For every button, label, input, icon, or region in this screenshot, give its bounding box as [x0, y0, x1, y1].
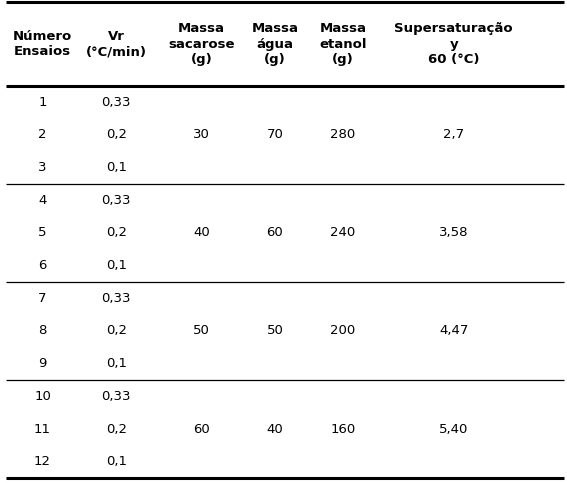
Text: 3,58: 3,58 [439, 227, 468, 240]
Text: 11: 11 [34, 423, 51, 436]
Text: 30: 30 [193, 128, 210, 141]
Text: 0,33: 0,33 [101, 292, 131, 305]
Text: 2: 2 [39, 128, 46, 141]
Text: 0,33: 0,33 [101, 194, 131, 207]
Text: 2,7: 2,7 [443, 128, 464, 141]
Text: 0,1: 0,1 [105, 161, 127, 174]
Text: 0,2: 0,2 [105, 227, 127, 240]
Text: Massa
água
(g): Massa água (g) [252, 22, 298, 66]
Text: 50: 50 [193, 325, 210, 338]
Text: 4,47: 4,47 [439, 325, 468, 338]
Text: 280: 280 [331, 128, 356, 141]
Text: 40: 40 [266, 423, 284, 436]
Text: 0,33: 0,33 [101, 96, 131, 109]
Text: 12: 12 [34, 455, 51, 469]
Text: Supersaturação
y
60 (°C): Supersaturação y 60 (°C) [394, 22, 513, 66]
Text: 5,40: 5,40 [439, 423, 468, 436]
Text: 60: 60 [266, 227, 284, 240]
Text: 3: 3 [39, 161, 46, 174]
Text: 9: 9 [39, 357, 46, 370]
Text: 4: 4 [39, 194, 46, 207]
Text: 0,33: 0,33 [101, 390, 131, 403]
Text: 0,2: 0,2 [105, 325, 127, 338]
Text: 160: 160 [331, 423, 356, 436]
Text: 0,2: 0,2 [105, 423, 127, 436]
Text: 200: 200 [331, 325, 356, 338]
Text: 70: 70 [266, 128, 284, 141]
Text: 5: 5 [39, 227, 46, 240]
Text: 8: 8 [39, 325, 46, 338]
Text: 0,1: 0,1 [105, 455, 127, 469]
Text: 0,1: 0,1 [105, 259, 127, 272]
Text: Número
Ensaios: Número Ensaios [13, 30, 72, 58]
Text: 240: 240 [331, 227, 356, 240]
Text: 7: 7 [39, 292, 46, 305]
Text: 1: 1 [39, 96, 46, 109]
Text: 6: 6 [39, 259, 46, 272]
Text: Vr
(°C/min): Vr (°C/min) [86, 30, 147, 58]
Text: 50: 50 [266, 325, 284, 338]
Text: Massa
sacarose
(g): Massa sacarose (g) [168, 22, 235, 66]
Text: 40: 40 [193, 227, 210, 240]
Text: 60: 60 [193, 423, 210, 436]
Text: 10: 10 [34, 390, 51, 403]
Text: 0,1: 0,1 [105, 357, 127, 370]
Text: Massa
etanol
(g): Massa etanol (g) [319, 22, 367, 66]
Text: 0,2: 0,2 [105, 128, 127, 141]
